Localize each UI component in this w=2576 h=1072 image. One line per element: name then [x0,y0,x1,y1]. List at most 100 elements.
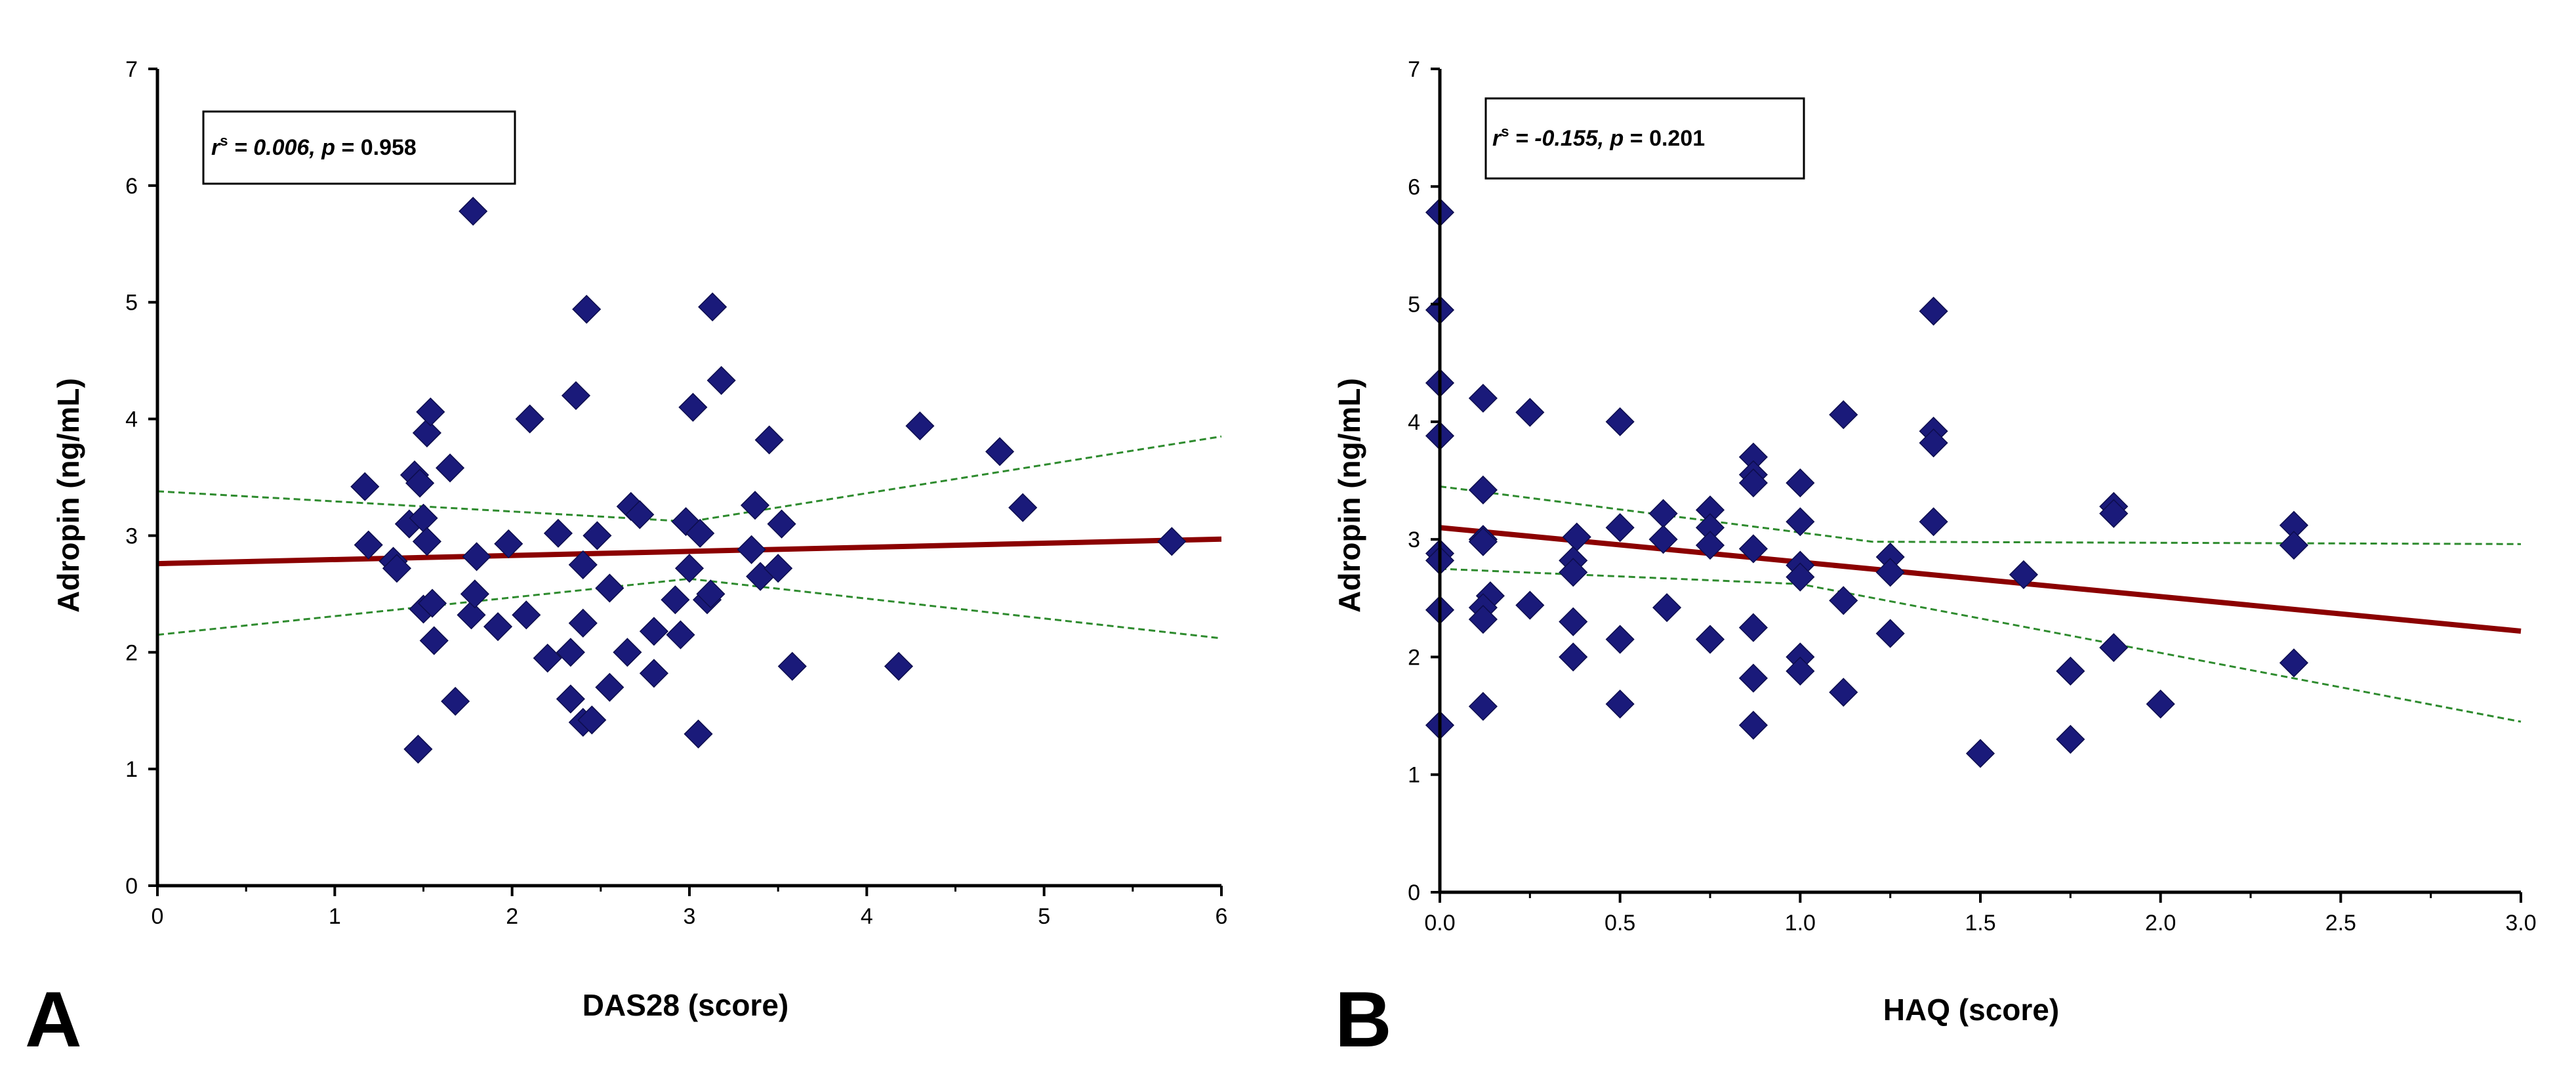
data-point [737,535,766,564]
data-point [1468,691,1498,721]
data-point [884,651,914,681]
data-point [1738,534,1768,564]
data-point [1786,562,1815,592]
data-point [354,530,383,560]
r-value: = -0.155, [1509,126,1604,151]
data-point [403,734,433,764]
y-tick-label: 0 [1408,880,1420,905]
y-tick-label: 7 [1408,57,1420,82]
data-point [441,686,470,716]
data-point [494,529,523,558]
ci-lower-segment [1439,567,2522,723]
data-point [1738,468,1768,498]
data-point [2099,633,2129,663]
y-tick-label: 4 [125,407,138,432]
data-point [666,620,695,649]
data-point [1559,558,1588,587]
ci-upper-line [1439,485,2522,545]
data-point [639,659,668,688]
data-point [764,554,793,583]
x-tick-label: 2.0 [2145,911,2176,936]
data-point [1652,593,1682,623]
y-tick-label: 0 [125,874,138,899]
data-point [2009,560,2038,589]
data-point [613,638,642,667]
data-point [1786,507,1815,537]
r-superscript: s [220,133,228,149]
data-point [1829,400,1858,430]
data-point [459,196,488,226]
panel-label: B [1335,976,1392,1063]
x-axis-title: HAQ (score) [1883,993,2059,1027]
data-point [2279,648,2308,678]
x-tick-label: 1 [329,904,341,929]
r-label: r [1492,126,1502,151]
data-point [1648,525,1678,554]
data-point [2056,656,2085,686]
y-tick-label: 1 [1408,763,1420,788]
panel-label: A [25,976,82,1063]
data-point [483,612,513,642]
data-point [1919,297,1948,326]
x-tick-label: 0.5 [1605,911,1635,936]
data-point [412,527,441,556]
data-point [698,292,727,321]
data-point [515,404,544,434]
x-tick-label: 2.5 [2325,911,2356,936]
x-axis-title: DAS28 (score) [583,988,788,1022]
data-point [561,381,591,411]
data-point [1738,663,1768,693]
y-tick-label: 5 [125,291,138,316]
data-point [462,542,491,571]
stat-text: rs = 0.006, p = 0.958 [211,133,417,160]
data-point [625,500,655,529]
r-value: = 0.006, [228,135,315,160]
data-point [568,608,598,638]
data-point [419,626,449,655]
data-point [684,719,713,749]
data-point [1559,607,1588,636]
y-tick-label: 6 [125,174,138,199]
data-point [1157,527,1187,556]
data-point [905,411,935,441]
data-point [1919,428,1948,458]
data-point [1695,625,1725,654]
data-point [417,588,447,618]
p-value: = 0.958 [335,135,417,160]
data-point [1875,558,1905,587]
stat-box: rs = -0.155, p = 0.201 [1484,97,1805,180]
data-point [1605,690,1635,719]
y-tick-label: 2 [125,640,138,665]
data-point [412,418,441,447]
data-point [512,600,541,630]
x-tick-label: 6 [1216,904,1228,929]
x-tick-label: 5 [1038,904,1050,929]
data-point [1648,499,1678,528]
stat-box-frame [1484,97,1805,180]
ci-lower-line [1439,567,2522,723]
data-point [595,573,624,603]
y-tick-label: 5 [1408,293,1420,318]
regression-line [157,536,1222,567]
data-point [2056,724,2085,754]
tick-labels: 0 1 2 3 4 5 6 7 0 1 2 3 4 5 6 [125,57,1227,929]
data-point [639,617,668,646]
data-points [1425,197,2308,768]
data-point [1919,507,1948,537]
y-tick-label: 3 [1408,527,1420,552]
axes [1431,68,2522,903]
data-point [1786,468,1815,498]
data-point [767,509,796,539]
y-tick-label: 4 [1408,410,1420,435]
data-point [2099,499,2129,528]
ci-upper-segment [157,435,1222,523]
data-point [556,638,585,667]
r-superscript: s [1501,123,1509,140]
data-point [1468,383,1498,413]
data-point [1468,475,1498,505]
p-value: = 0.201 [1624,126,1705,151]
x-tick-label: 0.0 [1424,911,1455,936]
data-point [1695,531,1725,560]
data-point [435,453,465,483]
